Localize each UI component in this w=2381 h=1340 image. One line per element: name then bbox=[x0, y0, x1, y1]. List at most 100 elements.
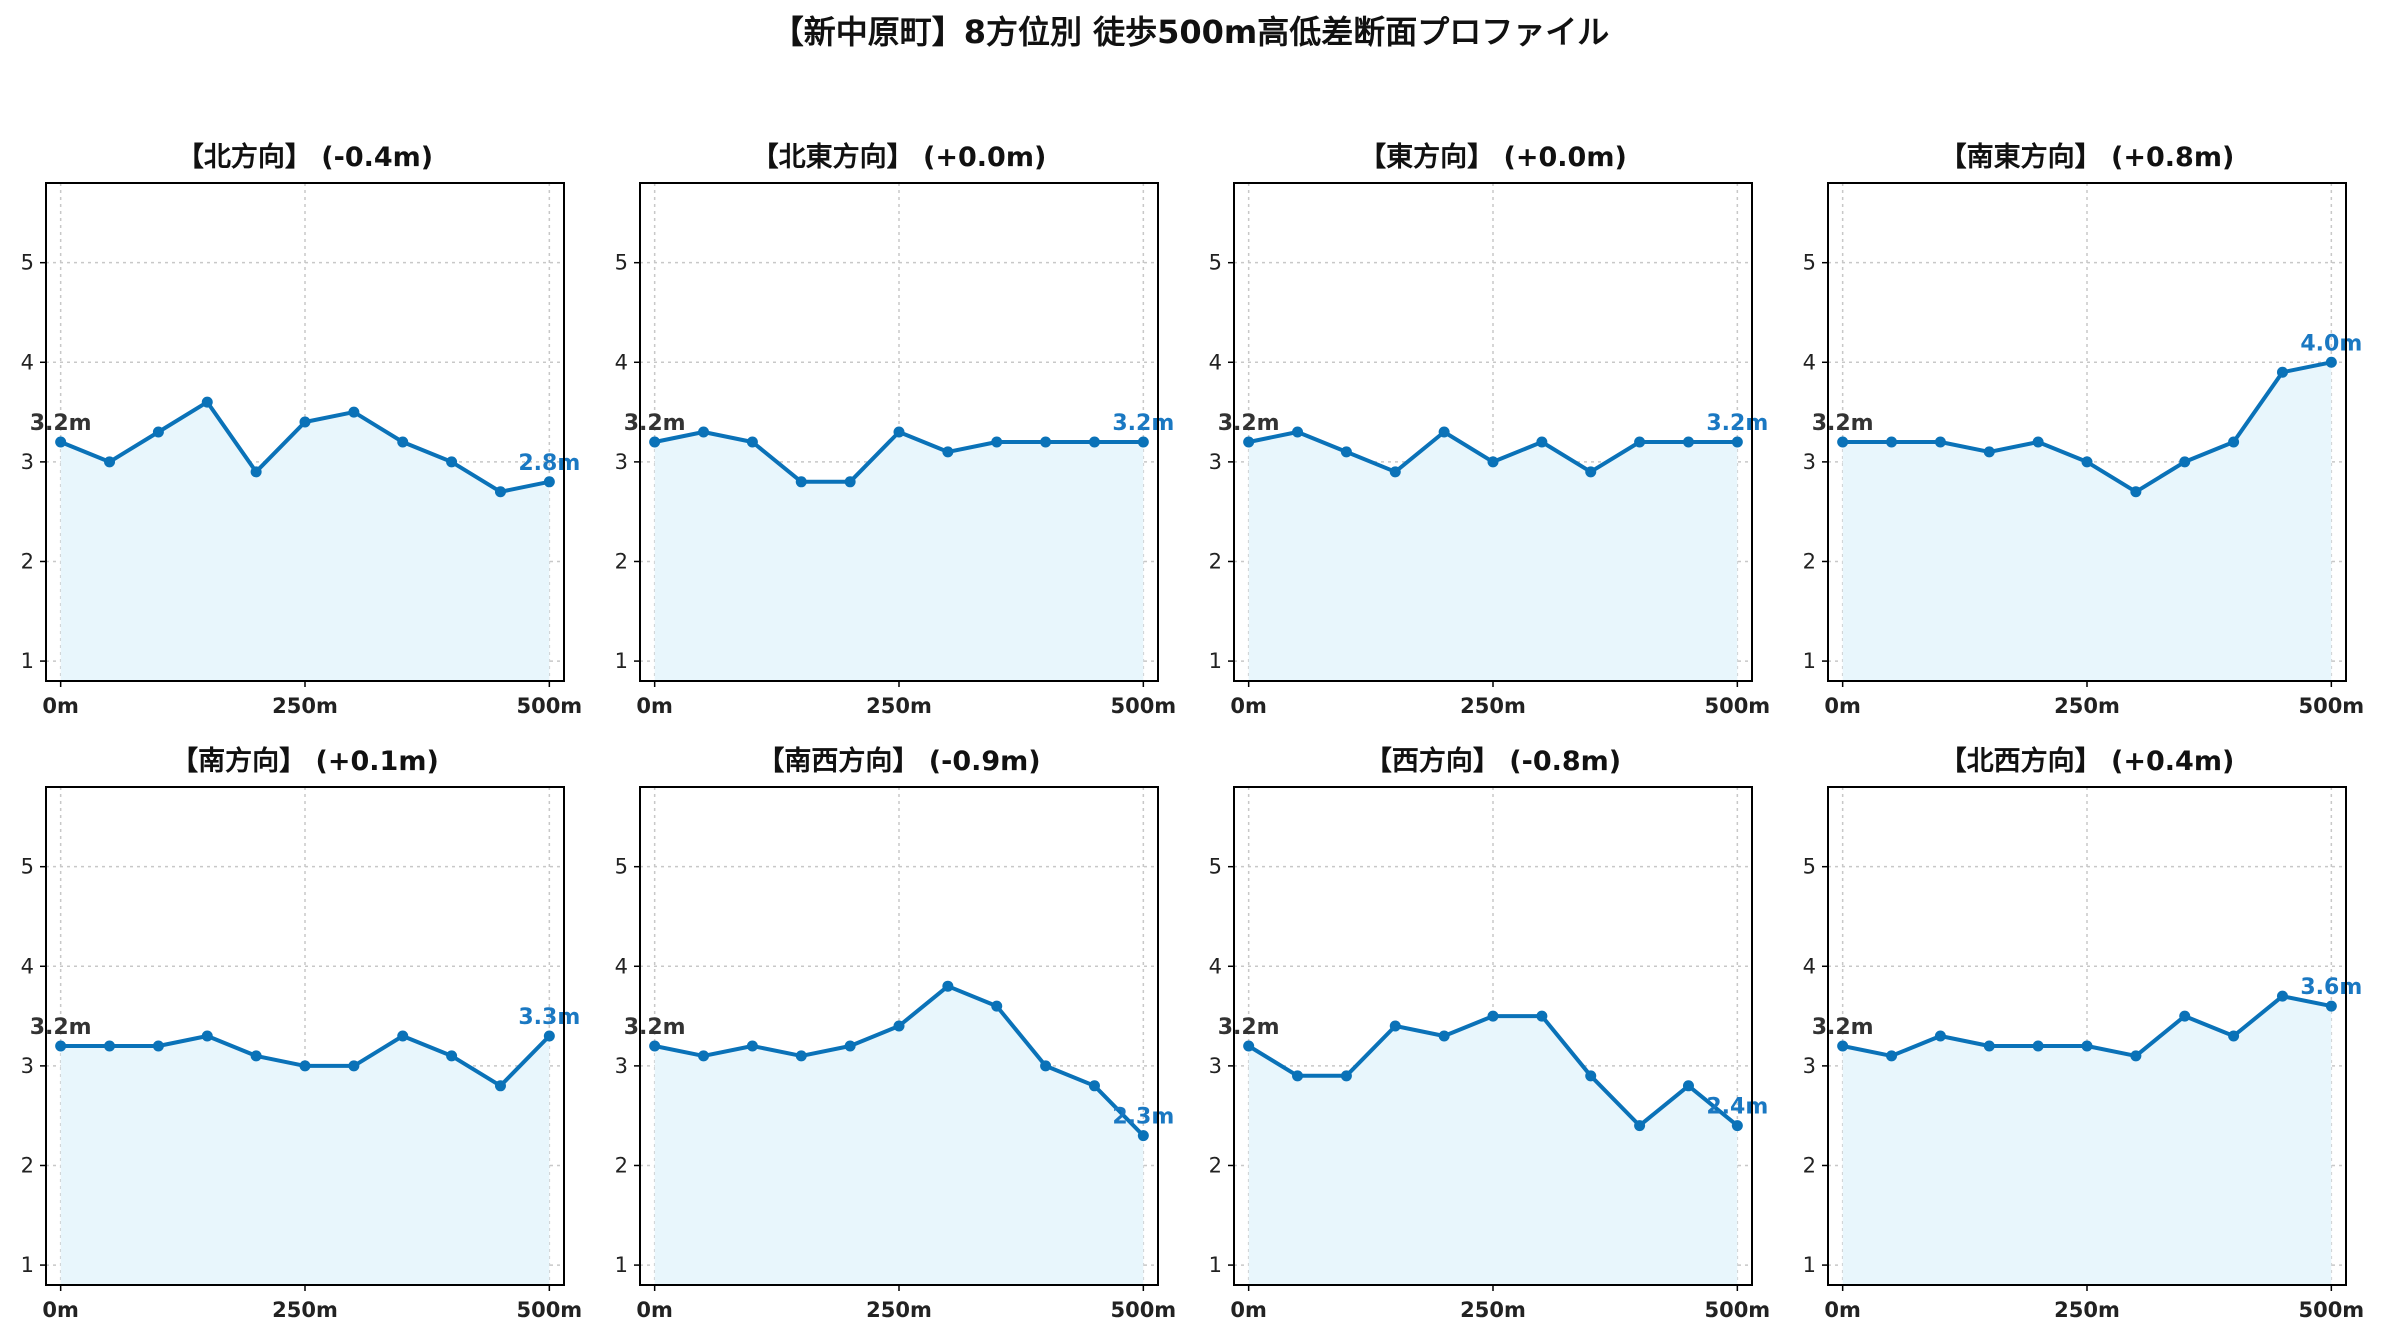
y-tick-label: 2 bbox=[1209, 1153, 1222, 1177]
elevation-area bbox=[60, 402, 550, 681]
elevation-area bbox=[654, 432, 1144, 681]
x-tick-label: 500m bbox=[516, 1298, 582, 1322]
elevation-point bbox=[2228, 1030, 2240, 1042]
elevation-point bbox=[446, 1050, 458, 1062]
y-tick-label: 5 bbox=[1803, 855, 1816, 879]
elevation-point bbox=[2130, 486, 2142, 498]
start-elevation-label: 3.2m bbox=[1812, 411, 1874, 436]
x-tick-label: 500m bbox=[2298, 1298, 2364, 1322]
y-tick-label: 1 bbox=[1803, 1253, 1816, 1277]
x-tick-label: 0m bbox=[42, 694, 79, 718]
elevation-point bbox=[1536, 1010, 1548, 1022]
elevation-point bbox=[893, 1020, 905, 1032]
elevation-area bbox=[1842, 996, 2332, 1285]
y-tick-label: 1 bbox=[1209, 1253, 1222, 1277]
end-elevation-label: 3.2m bbox=[1706, 411, 1768, 436]
start-elevation-label: 3.2m bbox=[1218, 411, 1280, 436]
end-elevation-label: 2.3m bbox=[1112, 1105, 1174, 1130]
elevation-point bbox=[250, 466, 262, 478]
elevation-point bbox=[494, 1080, 506, 1092]
elevation-point bbox=[1682, 1080, 1694, 1092]
elevation-point bbox=[104, 1040, 116, 1052]
y-tick-label: 2 bbox=[615, 549, 628, 573]
elevation-point bbox=[649, 1040, 661, 1052]
elevation-point bbox=[1731, 1120, 1743, 1132]
y-tick-label: 5 bbox=[1209, 855, 1222, 879]
elevation-point bbox=[2179, 1010, 2191, 1022]
y-tick-label: 4 bbox=[615, 954, 628, 978]
elevation-point bbox=[55, 436, 67, 448]
y-tick-label: 3 bbox=[1803, 450, 1816, 474]
end-elevation-label: 2.4m bbox=[1706, 1095, 1768, 1120]
elevation-point bbox=[1886, 1050, 1898, 1062]
elevation-point bbox=[2276, 366, 2288, 378]
elevation-point bbox=[746, 1040, 758, 1052]
elevation-point bbox=[1137, 1130, 1149, 1142]
y-tick-label: 2 bbox=[615, 1153, 628, 1177]
elevation-point bbox=[795, 476, 807, 488]
subplot-title: 【南西方向】 (-0.9m) bbox=[757, 745, 1040, 777]
elevation-point bbox=[299, 1060, 311, 1072]
y-tick-label: 1 bbox=[1803, 649, 1816, 673]
elevation-point bbox=[942, 446, 954, 458]
x-tick-label: 250m bbox=[1460, 1298, 1526, 1322]
x-tick-label: 0m bbox=[1824, 1298, 1861, 1322]
subplot-title: 【東方向】 (+0.0m) bbox=[1359, 141, 1627, 173]
x-tick-label: 250m bbox=[1460, 694, 1526, 718]
elevation-point bbox=[2325, 1000, 2337, 1012]
end-elevation-label: 3.6m bbox=[2300, 975, 2362, 1000]
elevation-point bbox=[2130, 1050, 2142, 1062]
figure-title: 【新中原町】8方位別 徒歩500m高低差断面プロファイル bbox=[771, 13, 1610, 51]
elevation-point bbox=[1040, 436, 1052, 448]
elevation-point bbox=[893, 426, 905, 438]
subplot-title: 【南方向】 (+0.1m) bbox=[171, 745, 439, 777]
y-tick-label: 2 bbox=[21, 549, 34, 573]
elevation-point bbox=[1585, 1070, 1597, 1082]
x-tick-label: 500m bbox=[1704, 694, 1770, 718]
subplot-title: 【北方向】 (-0.4m) bbox=[177, 141, 433, 173]
end-elevation-label: 3.2m bbox=[1112, 411, 1174, 436]
start-elevation-label: 3.2m bbox=[624, 411, 686, 436]
subplot-5: 【南西方向】 (-0.9m) 3.2m 2.3m 1 2 3 4 5 0m 250m 500m bbox=[615, 745, 1177, 1322]
end-elevation-label: 3.3m bbox=[518, 1005, 580, 1030]
x-tick-label: 250m bbox=[866, 1298, 932, 1322]
y-tick-label: 3 bbox=[615, 450, 628, 474]
y-tick-label: 4 bbox=[615, 350, 628, 374]
elevation-point bbox=[1389, 466, 1401, 478]
end-elevation-label: 4.0m bbox=[2300, 331, 2362, 356]
elevation-point bbox=[250, 1050, 262, 1062]
elevation-point bbox=[1837, 436, 1849, 448]
elevation-point bbox=[1634, 436, 1646, 448]
elevation-point bbox=[1731, 436, 1743, 448]
x-tick-label: 500m bbox=[1110, 1298, 1176, 1322]
y-tick-label: 4 bbox=[21, 954, 34, 978]
elevation-point bbox=[397, 436, 409, 448]
subplot-2: 【東方向】 (+0.0m) 3.2m 3.2m 1 2 3 4 5 0m 250m 500m bbox=[1209, 141, 1771, 718]
elevation-point bbox=[348, 1060, 360, 1072]
x-tick-label: 250m bbox=[2054, 1298, 2120, 1322]
x-tick-label: 500m bbox=[1110, 694, 1176, 718]
elevation-point bbox=[2179, 456, 2191, 468]
elevation-area bbox=[1842, 362, 2332, 681]
start-elevation-label: 3.2m bbox=[30, 1015, 92, 1040]
elevation-point bbox=[397, 1030, 409, 1042]
elevation-point bbox=[446, 456, 458, 468]
elevation-point bbox=[1837, 1040, 1849, 1052]
elevation-point bbox=[746, 436, 758, 448]
y-tick-label: 1 bbox=[21, 649, 34, 673]
y-tick-label: 2 bbox=[1209, 549, 1222, 573]
elevation-point bbox=[991, 1000, 1003, 1012]
x-tick-label: 0m bbox=[42, 1298, 79, 1322]
y-tick-label: 2 bbox=[1803, 549, 1816, 573]
elevation-point bbox=[1536, 436, 1548, 448]
elevation-point bbox=[55, 1040, 67, 1052]
elevation-point bbox=[1983, 1040, 1995, 1052]
elevation-point bbox=[2228, 436, 2240, 448]
elevation-point bbox=[494, 486, 506, 498]
elevation-point bbox=[1487, 1010, 1499, 1022]
elevation-point bbox=[1886, 436, 1898, 448]
x-tick-label: 0m bbox=[636, 694, 673, 718]
x-tick-label: 500m bbox=[2298, 694, 2364, 718]
y-tick-label: 4 bbox=[21, 350, 34, 374]
elevation-point bbox=[698, 1050, 710, 1062]
